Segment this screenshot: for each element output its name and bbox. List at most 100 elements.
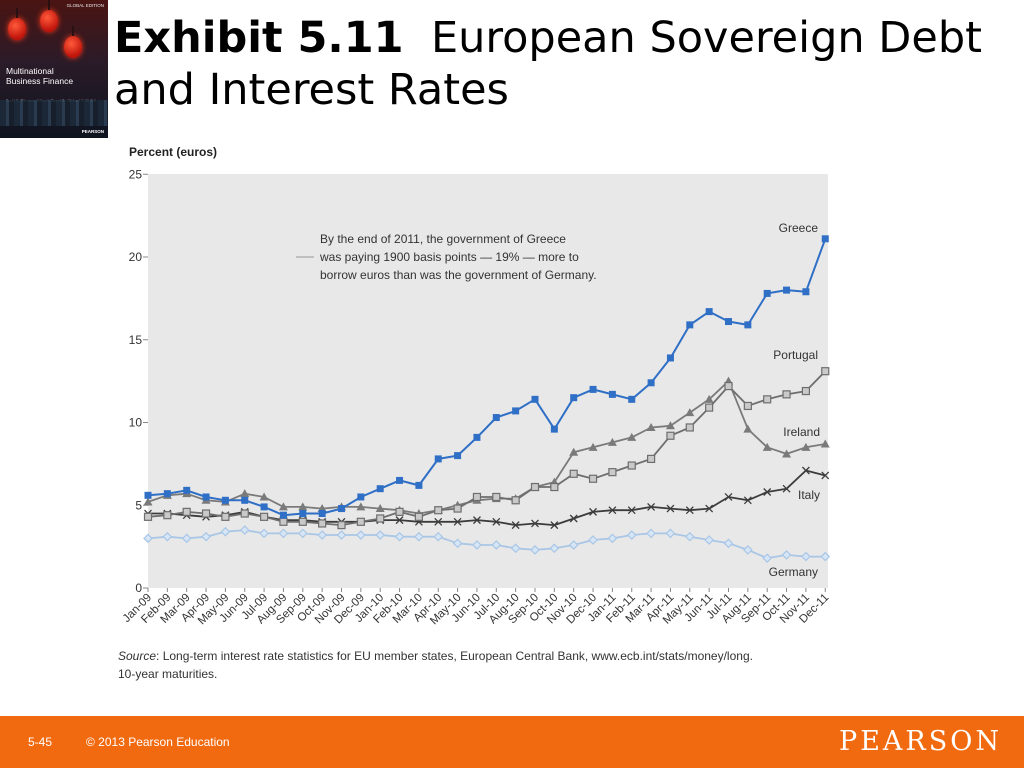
data-point [492, 414, 500, 422]
data-point [607, 437, 617, 446]
data-point [434, 455, 442, 463]
data-point [763, 289, 771, 297]
data-point [415, 481, 423, 489]
data-point [724, 381, 733, 391]
data-point [317, 530, 327, 540]
source-label: Source [118, 649, 156, 663]
data-point [608, 390, 616, 398]
data-point [705, 403, 714, 412]
data-point [183, 486, 191, 494]
data-point [588, 535, 598, 545]
y-tick-label: 5 [135, 498, 142, 512]
data-point [510, 543, 521, 554]
data-point [356, 530, 366, 540]
data-point [434, 506, 443, 515]
data-point [259, 528, 269, 539]
data-point [666, 354, 674, 362]
data-point [704, 394, 714, 403]
source-text: : Long-term interest rate statistics for… [156, 649, 753, 663]
data-point [569, 469, 578, 478]
data-point [279, 517, 288, 526]
data-point [627, 506, 636, 515]
data-point [472, 492, 482, 502]
annotation-line: borrow euros than was the government of … [320, 268, 597, 282]
data-point [647, 379, 655, 387]
annotation-line: was paying 1900 basis points — 19% — mor… [319, 250, 579, 264]
data-point [743, 545, 753, 555]
data-point [704, 535, 714, 545]
data-point [414, 531, 424, 542]
data-point [666, 431, 675, 440]
data-point [376, 485, 384, 493]
data-point [607, 533, 618, 544]
data-point [220, 526, 231, 537]
data-point [743, 424, 753, 433]
data-point [395, 516, 404, 525]
data-point [298, 517, 307, 526]
data-point [144, 491, 152, 499]
data-point [376, 514, 385, 523]
series-germany [143, 525, 831, 564]
data-point [723, 538, 734, 549]
data-point [279, 511, 287, 519]
data-point [221, 496, 229, 504]
data-point [356, 517, 365, 526]
data-point [665, 528, 676, 539]
data-point [589, 507, 598, 516]
data-point [531, 519, 539, 528]
series-label-portugal: Portugal [773, 348, 818, 362]
data-point [163, 490, 171, 498]
lantern-icon [40, 0, 58, 32]
data-point [763, 395, 772, 404]
data-point [512, 407, 520, 415]
data-point [801, 466, 810, 475]
data-point [724, 493, 733, 501]
data-point [588, 474, 598, 483]
data-point [685, 423, 694, 432]
data-point [201, 531, 211, 542]
data-point [201, 509, 211, 518]
series-label-germany: Germany [769, 565, 818, 579]
data-point [259, 492, 269, 501]
data-point [801, 442, 811, 451]
cover-publisher: PEARSON [81, 129, 104, 134]
data-point [143, 497, 153, 506]
data-point [491, 540, 502, 550]
data-point [453, 517, 462, 526]
data-point [163, 511, 172, 520]
data-point [570, 394, 578, 402]
data-point [627, 432, 637, 441]
data-point [568, 540, 579, 550]
data-point [782, 484, 791, 493]
data-point [143, 512, 153, 521]
data-point [608, 468, 617, 477]
data-point [725, 318, 732, 326]
data-point [550, 425, 558, 433]
data-point [454, 452, 462, 460]
exhibit-number: Exhibit 5.11 [114, 13, 404, 63]
data-point [783, 286, 791, 294]
data-point [646, 528, 656, 539]
cover-title: Multinational Business Finance [6, 66, 74, 86]
data-point [162, 531, 173, 542]
data-point [240, 489, 250, 498]
cover-edition: GLOBAL EDITION [66, 3, 104, 8]
data-point [221, 512, 230, 521]
data-point [472, 540, 482, 550]
data-point [394, 531, 405, 542]
data-point [762, 553, 773, 564]
source-note: Source: Long-term interest rate statisti… [118, 649, 753, 663]
pearson-logo: PEARSON [839, 726, 1002, 757]
slide-title: Exhibit 5.11 European Sovereign Debt and… [114, 12, 1014, 116]
data-point [318, 519, 327, 528]
y-tick-label: 0 [135, 581, 142, 595]
series-greece [144, 235, 829, 519]
data-point [646, 454, 656, 464]
series-portugal [143, 367, 830, 530]
data-point [337, 521, 346, 530]
data-point [336, 530, 347, 540]
data-point [743, 401, 752, 411]
data-point [820, 551, 831, 562]
data-point [318, 510, 326, 518]
